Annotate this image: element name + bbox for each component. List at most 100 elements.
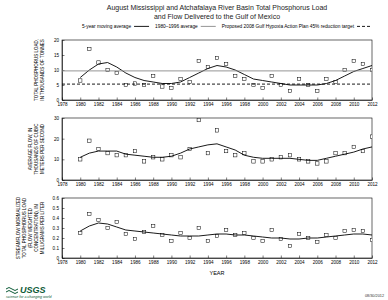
- axis-line: [63, 180, 373, 181]
- series-line: [80, 223, 372, 239]
- data-point: [215, 234, 218, 237]
- axis-line: [63, 100, 373, 101]
- y-axis-title: STREAMFLOW NORMALIZED: [16, 196, 21, 259]
- tick: 2002: [276, 178, 287, 188]
- panel: 1978198019821984198619881990199219941996…: [54, 116, 378, 187]
- tick-label: 1988: [149, 102, 160, 107]
- tick-label: 1998: [240, 182, 251, 187]
- tick-mark: [281, 256, 282, 259]
- tick-label: 1982: [94, 102, 105, 107]
- plot-frame: [62, 118, 372, 180]
- legend-label: 5-year moving average: [82, 24, 131, 29]
- data-point: [215, 56, 218, 59]
- tick-label: 1992: [185, 182, 196, 187]
- tick: 1986: [130, 178, 141, 188]
- axis-line: [62, 119, 63, 181]
- data-point: [270, 74, 273, 77]
- tick-label: 10: [54, 68, 60, 73]
- plot-frame: [62, 198, 372, 258]
- tick-label: 2002: [276, 182, 287, 187]
- data-point: [197, 118, 200, 121]
- tick: 1990: [167, 178, 178, 188]
- tick-label: 2008: [331, 102, 342, 107]
- tick: 0.6: [53, 196, 65, 201]
- tick-label: 0: [56, 178, 59, 183]
- tick-mark: [62, 118, 65, 119]
- tick-mark: [62, 258, 65, 259]
- tick: 20: [54, 137, 65, 142]
- tick-mark: [190, 178, 191, 181]
- tick-mark: [117, 178, 118, 181]
- tick-label: 2004: [294, 260, 305, 265]
- tick-mark: [62, 159, 65, 160]
- tick-mark: [317, 256, 318, 259]
- data-point: [179, 156, 182, 159]
- chart-root: 1978198019821984198619881990199219941996…: [0, 0, 388, 300]
- tick: 0: [56, 98, 64, 103]
- tick: 2012: [367, 256, 378, 266]
- tick-label: 1986: [130, 260, 141, 265]
- data-point: [261, 239, 264, 242]
- tick-label: 1994: [203, 182, 214, 187]
- data-point: [206, 151, 209, 154]
- tick-label: 1986: [130, 102, 141, 107]
- tick-label: 1990: [167, 182, 178, 187]
- tick: 0.2: [53, 236, 65, 241]
- logo-wave: [6, 288, 18, 294]
- tick-mark: [153, 178, 154, 181]
- data-point: [151, 74, 154, 77]
- data-point: [316, 89, 319, 92]
- tick-mark: [62, 100, 65, 101]
- data-point: [115, 154, 118, 157]
- tick-label: 1982: [94, 182, 105, 187]
- tick-label: 0: [56, 98, 59, 103]
- tick-label: 15: [54, 53, 60, 58]
- axis-line: [63, 258, 373, 259]
- tick-mark: [372, 256, 373, 259]
- tick-label: 20: [54, 137, 60, 142]
- data-point: [161, 158, 164, 161]
- tick-mark: [171, 98, 172, 101]
- tick: 1994: [203, 98, 214, 108]
- legend-item: Proposed 2008 Gulf Hypoxia Action Plan 4…: [222, 24, 372, 29]
- tick-mark: [281, 178, 282, 181]
- tick: 1992: [185, 178, 196, 188]
- data-point: [179, 231, 182, 234]
- tick: 2002: [276, 98, 287, 108]
- tick-mark: [372, 98, 373, 101]
- tick-label: 1998: [240, 102, 251, 107]
- tick-mark: [62, 228, 65, 229]
- data-layer: [62, 47, 372, 92]
- tick: 1982: [94, 98, 105, 108]
- chart-svg: 1978198019821984198619881990199219941996…: [0, 0, 388, 300]
- tick-label: 1998: [240, 260, 251, 265]
- data-point: [197, 226, 200, 229]
- tick-mark: [244, 256, 245, 259]
- data-point: [352, 145, 355, 148]
- data-point: [106, 151, 109, 154]
- tick-mark: [336, 256, 337, 259]
- tick-mark: [62, 208, 65, 209]
- legend-swatch: [201, 26, 216, 27]
- tick-label: 2006: [313, 182, 324, 187]
- tick-label: 2004: [294, 102, 305, 107]
- tick-mark: [263, 256, 264, 259]
- y-axis-title: TOTAL PHOSPHORUS LOAD,: [34, 39, 39, 101]
- data-point: [297, 232, 300, 235]
- tick-mark: [117, 256, 118, 259]
- tick-mark: [135, 98, 136, 101]
- tick-mark: [153, 256, 154, 259]
- tick-label: 30: [54, 116, 60, 121]
- y-axis-title: AVERAGE FLOW, IN: [28, 128, 33, 170]
- tick: 0: [56, 178, 64, 183]
- tick-mark: [62, 85, 65, 86]
- tick: 2008: [331, 98, 342, 108]
- data-point: [270, 228, 273, 231]
- tick-label: 2012: [367, 102, 378, 107]
- data-point: [188, 80, 191, 83]
- tick-label: 2000: [258, 182, 269, 187]
- data-point: [88, 47, 91, 50]
- tick-label: 2002: [276, 102, 287, 107]
- x-axis: 1978198019821984198619881990199219941996…: [57, 98, 378, 108]
- tick: 2010: [349, 256, 360, 266]
